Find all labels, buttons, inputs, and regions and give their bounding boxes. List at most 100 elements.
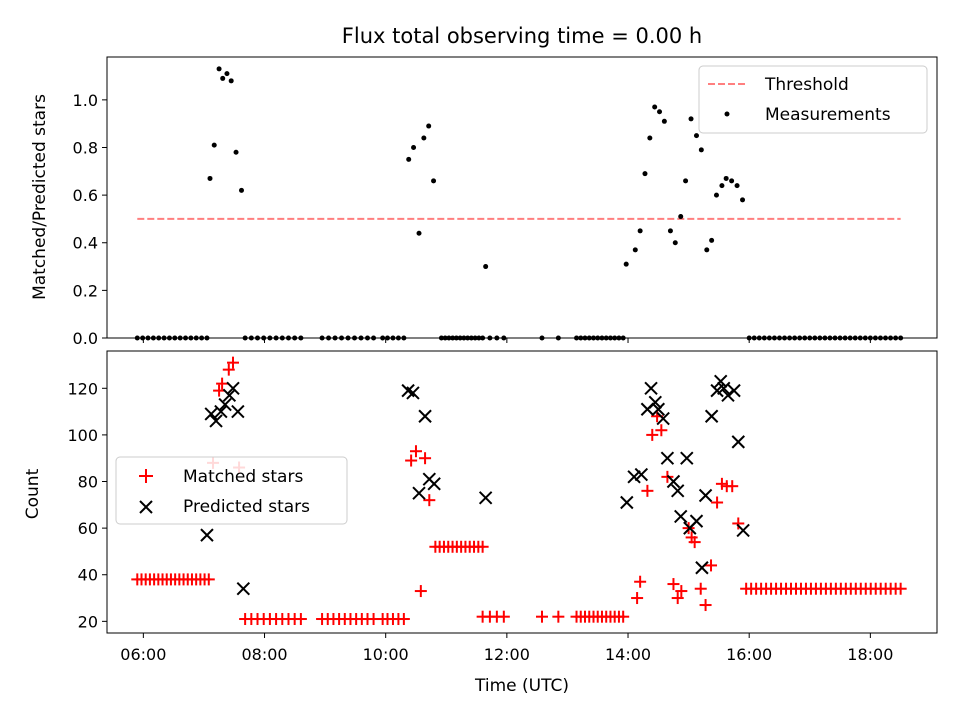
bottom-legend: Matched stars Predicted stars (115, 456, 348, 525)
marker-stroke (200, 528, 214, 542)
matched-star-marker (671, 592, 684, 605)
predicted-star-marker (406, 386, 420, 400)
measurement-point (713, 192, 719, 198)
x-tick-label: 10:00 (363, 645, 409, 664)
predicted-stars-legend-swatch (139, 500, 153, 514)
predicted-star-marker (222, 388, 237, 402)
predicted-star-marker (231, 404, 245, 419)
predicted-star-marker (651, 402, 666, 416)
matched-star-marker (476, 540, 489, 553)
measurement-point (693, 133, 699, 139)
marker-stroke (418, 409, 432, 423)
top-x-ticks (142, 338, 871, 343)
matched-star-marker (227, 356, 240, 369)
matched-star-marker (667, 578, 680, 591)
measurement-point (411, 144, 417, 150)
measurement-point (228, 78, 234, 84)
measurement-point (740, 197, 746, 203)
predicted-star-marker (666, 474, 681, 489)
marker-stroke (670, 484, 685, 498)
predicted-star-marker (412, 486, 426, 500)
measurement-point (637, 228, 643, 234)
marker-stroke (644, 381, 658, 395)
bottom-legend-box (115, 456, 348, 525)
threshold-legend-label: Threshold (764, 75, 849, 95)
bottom-y-tick-label: 120 (67, 379, 98, 398)
bottom-axes-frame (106, 350, 938, 634)
marker-stroke (689, 514, 704, 528)
measurement-point (704, 247, 710, 253)
matched-star-marker (222, 363, 235, 376)
matched-star-marker (552, 610, 565, 623)
measurements-legend-swatch (724, 111, 730, 117)
marker-stroke (427, 477, 441, 491)
marker-stroke (727, 383, 741, 398)
top-legend-box (698, 65, 928, 134)
top-y-tick-label: 0.8 (73, 138, 98, 157)
matched-star-marker (397, 613, 410, 626)
x-tick-label: 14:00 (605, 645, 651, 664)
measurement-point (723, 175, 729, 181)
top-legend: Threshold Measurements (698, 65, 928, 134)
marker-stroke (222, 388, 237, 402)
predicted-star-marker (218, 397, 232, 412)
matched-star-marker (497, 610, 510, 623)
matched-star-marker (732, 517, 745, 530)
matched-star-marker (726, 480, 739, 493)
marker-stroke (656, 411, 670, 426)
bottom-x-ticks: 06:00 08:00 10:00 12:00 14:00 16:00 18:00 (120, 633, 893, 664)
marker-stroke (674, 509, 688, 524)
measurement-point (421, 135, 427, 141)
matched-star-marker (641, 484, 654, 497)
predicted-star-marker (209, 414, 223, 428)
measurement-point (211, 142, 217, 148)
marker-stroke (680, 451, 694, 465)
predicted-stars-legend-label: Predicted stars (183, 497, 310, 517)
predicted-star-marker (698, 488, 713, 503)
marker-stroke (651, 402, 666, 416)
predicted-star-marker (214, 404, 228, 419)
predicted-star-marker (627, 470, 641, 484)
bottom-y-tick-label: 100 (67, 426, 98, 445)
top-y-tick-label: 0.0 (73, 329, 98, 348)
matched-stars-legend-label: Matched stars (183, 467, 303, 487)
matched-star-marker (216, 377, 229, 390)
marker-stroke (660, 451, 675, 465)
measurement-point (688, 116, 694, 122)
measurement-point (623, 261, 629, 267)
predicted-star-marker (695, 561, 709, 575)
matched-star-marker (694, 582, 707, 595)
x-tick-label: 06:00 (120, 645, 166, 664)
measurement-point (207, 175, 213, 181)
measurement-point (667, 228, 673, 234)
bottom-y-tick-label: 20 (78, 612, 98, 631)
measurement-point (683, 178, 689, 184)
matched-star-marker (688, 536, 701, 549)
bottom-y-tick-label: 80 (78, 473, 98, 492)
predicted-star-marker (670, 484, 685, 498)
measurement-point (642, 171, 648, 177)
predicted-star-marker (656, 411, 670, 426)
measurement-point (224, 71, 230, 77)
measurement-point (661, 118, 667, 124)
matched-star-marker (705, 559, 718, 572)
measurement-point (709, 237, 715, 243)
marker-stroke (406, 386, 420, 400)
matched-star-marker (213, 384, 226, 397)
matched-star-marker (699, 599, 712, 612)
predicted-star-marker (648, 395, 662, 409)
marker-stroke (620, 495, 634, 510)
predicted-star-marker (226, 381, 240, 395)
measurement-point (719, 183, 725, 189)
matched-star-marker (631, 592, 644, 605)
marker-stroke (209, 414, 223, 428)
marker-stroke (698, 488, 713, 503)
marker-stroke (634, 467, 649, 482)
chart-title: Flux total observing time = 0.00 h (342, 24, 702, 48)
marker-stroke (214, 404, 228, 419)
bottom-plot-marks (131, 356, 907, 626)
matched-star-marker (894, 582, 907, 595)
matched-star-marker (294, 613, 307, 626)
top-y-axis-label: Matched/Predicted stars (30, 94, 50, 300)
marker-stroke (695, 561, 709, 575)
